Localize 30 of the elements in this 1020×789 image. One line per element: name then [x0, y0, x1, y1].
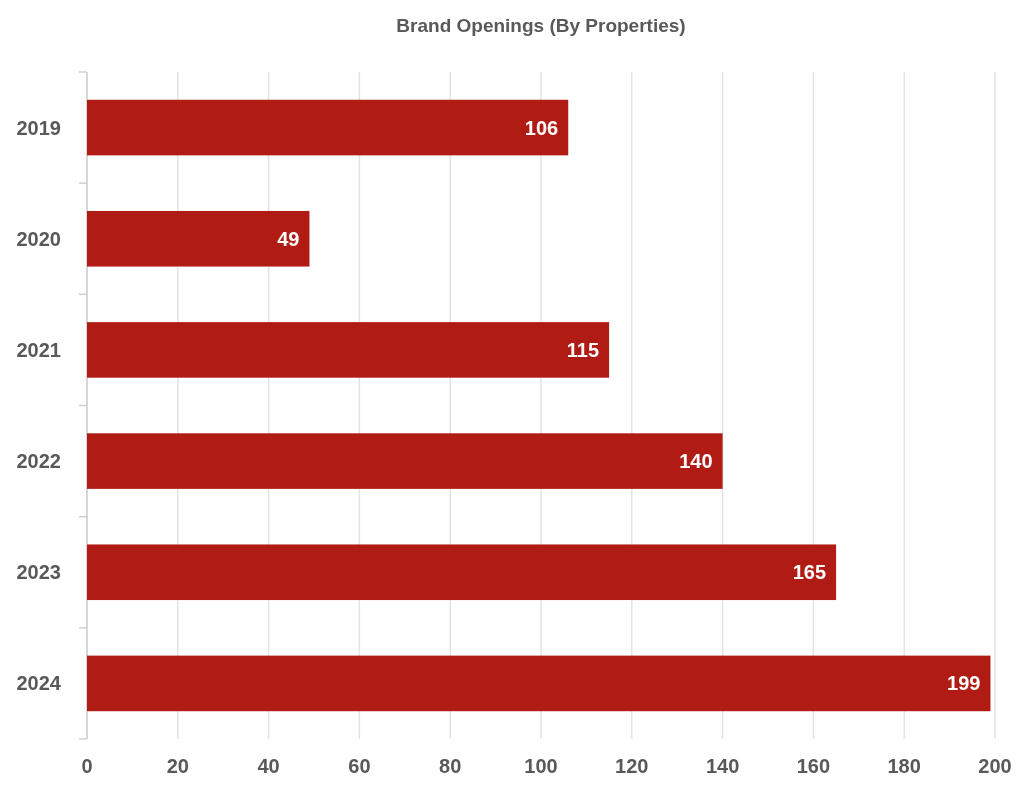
- x-tick-label: 40: [257, 755, 280, 777]
- x-tick-label: 200: [978, 755, 1012, 777]
- x-tick-label: 0: [81, 755, 93, 777]
- data-label: 165: [792, 561, 827, 584]
- x-tick-label: 60: [348, 755, 371, 777]
- data-label: 106: [524, 116, 559, 139]
- bar: [87, 210, 310, 267]
- bar: [87, 322, 610, 378]
- y-tick-label: 2020: [16, 227, 61, 250]
- data-label: 115: [566, 338, 600, 361]
- bar: [87, 99, 569, 156]
- bar: [87, 655, 991, 712]
- y-tick-label: 2024: [16, 672, 62, 695]
- y-tick-label: 2021: [16, 338, 61, 361]
- y-tick-label: 2023: [16, 561, 61, 584]
- x-tick-label: 180: [887, 755, 921, 777]
- x-tick-label: 20: [166, 755, 189, 777]
- x-tick-label: 160: [796, 755, 831, 777]
- y-tick-label: 2019: [16, 116, 61, 139]
- x-tick-label: 80: [439, 755, 462, 777]
- y-tick-label: 2022: [16, 450, 61, 473]
- data-label: 140: [679, 450, 713, 473]
- bar: [87, 544, 837, 601]
- data-label: 49: [277, 227, 300, 250]
- bar: [87, 433, 723, 489]
- data-label: 199: [947, 672, 981, 695]
- x-tick-label: 140: [705, 755, 740, 777]
- chart-title: Brand Openings (By Properties): [396, 15, 686, 36]
- x-tick-label: 120: [615, 755, 649, 777]
- x-tick-label: 100: [524, 755, 558, 777]
